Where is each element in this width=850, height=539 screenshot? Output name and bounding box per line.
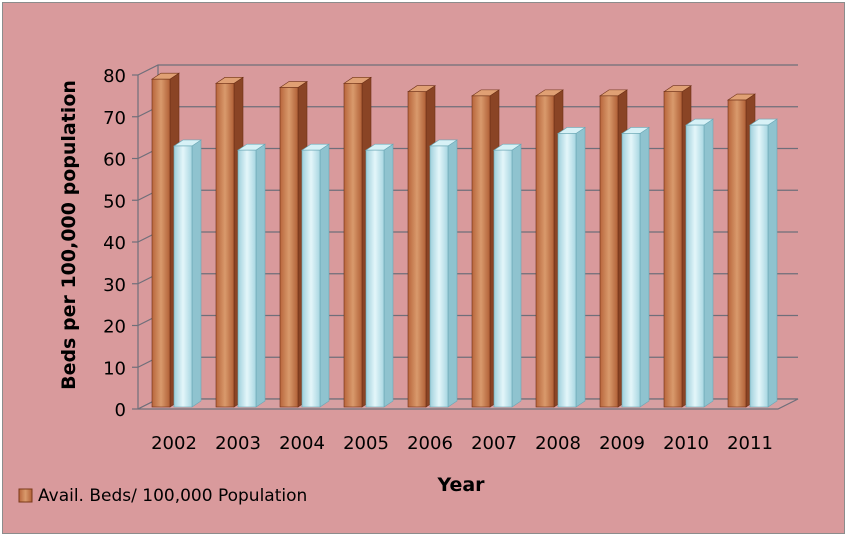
bar-chart: 0 10 20 30 40 50 60 70 80 2002 2003 2004 2005 2006 200… bbox=[18, 64, 799, 506]
y-tick-label: 10 bbox=[103, 358, 126, 379]
bar-series-2 bbox=[301, 143, 330, 408]
x-tick-label: 2005 bbox=[343, 433, 389, 454]
bar-front bbox=[535, 95, 555, 408]
x-axis-title: Year bbox=[436, 474, 485, 496]
bar-side bbox=[255, 143, 266, 408]
x-tick-label: 2007 bbox=[471, 433, 517, 454]
bar-series-2 bbox=[557, 126, 586, 408]
bar-front bbox=[663, 91, 683, 408]
bar-front bbox=[301, 149, 321, 408]
bar-front bbox=[471, 95, 491, 408]
bar-side bbox=[639, 126, 650, 408]
bar-front bbox=[727, 99, 747, 408]
bar-series-2 bbox=[365, 143, 394, 408]
gridline bbox=[137, 64, 798, 76]
bar-series-2 bbox=[173, 139, 202, 408]
x-tick-label: 2003 bbox=[215, 433, 261, 454]
bar-front bbox=[151, 78, 171, 408]
bar-side bbox=[319, 143, 330, 408]
x-tick-label: 2002 bbox=[151, 433, 197, 454]
x-tick-label: 2009 bbox=[599, 433, 645, 454]
x-tick-label: 2008 bbox=[535, 433, 581, 454]
bar-side bbox=[383, 143, 394, 408]
y-tick-label: 0 bbox=[115, 400, 126, 421]
x-tick-label: 2006 bbox=[407, 433, 453, 454]
x-tick-label: 2010 bbox=[663, 433, 709, 454]
x-tick-label: 2011 bbox=[727, 433, 773, 454]
legend-swatch bbox=[18, 488, 33, 503]
bar-front bbox=[599, 95, 619, 408]
bar-side bbox=[191, 139, 202, 408]
bar-series-2 bbox=[685, 118, 714, 408]
bar-front bbox=[557, 133, 577, 408]
y-tick-label: 60 bbox=[103, 150, 126, 171]
legend: Avail. Beds/ 100,000 Population bbox=[18, 486, 307, 506]
bar-front bbox=[343, 83, 363, 408]
bar-side bbox=[575, 126, 586, 408]
y-tick-label: 80 bbox=[103, 66, 126, 87]
bar-front bbox=[685, 124, 705, 408]
bar-series-2 bbox=[237, 143, 266, 408]
bar-front bbox=[215, 83, 235, 408]
x-tick-label: 2004 bbox=[279, 433, 325, 454]
y-tick-label: 50 bbox=[103, 191, 126, 212]
y-tick-label: 70 bbox=[103, 108, 126, 129]
bar-front bbox=[407, 91, 427, 408]
bar-front bbox=[237, 149, 257, 408]
bar-side bbox=[447, 139, 458, 408]
legend-label: Avail. Beds/ 100,000 Population bbox=[38, 486, 307, 506]
bar-side bbox=[703, 118, 714, 408]
y-tick-label: 20 bbox=[103, 317, 126, 338]
bar-side bbox=[511, 143, 522, 408]
bar-series-2 bbox=[429, 139, 458, 408]
bar-front bbox=[365, 149, 385, 408]
bar-front bbox=[621, 133, 641, 408]
bar-series-2 bbox=[749, 118, 778, 408]
bar-side bbox=[767, 118, 778, 408]
bar-series-2 bbox=[493, 143, 522, 408]
y-tick-label: 40 bbox=[103, 233, 126, 254]
bar-front bbox=[493, 149, 513, 408]
y-axis-title: Beds per 100,000 population bbox=[58, 80, 80, 390]
y-tick-label: 30 bbox=[103, 275, 126, 296]
bar-front bbox=[279, 87, 299, 408]
bar-series-2 bbox=[621, 126, 650, 408]
bar-front bbox=[749, 124, 769, 408]
chart-area: 0 10 20 30 40 50 60 70 80 2002 2003 2004 2005 2006 200… bbox=[2, 2, 845, 534]
bar-front bbox=[429, 145, 449, 408]
bar-front bbox=[173, 145, 193, 408]
